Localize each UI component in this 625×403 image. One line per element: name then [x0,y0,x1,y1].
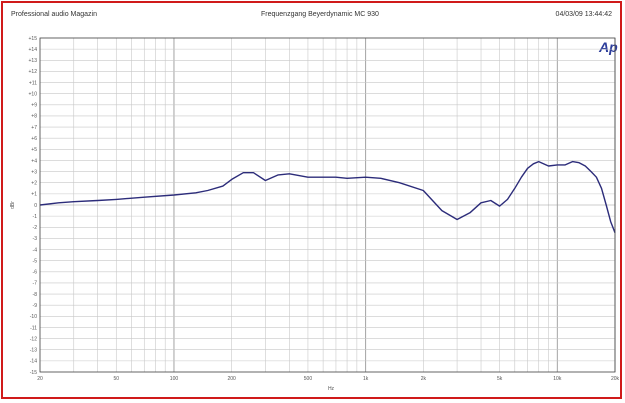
x-tick-labels: 20 50 100 200 500 1k 2k 5k 10k 20k [37,376,619,382]
x-tick-label: 200 [227,376,236,382]
x-tick-label: 20 [37,376,43,382]
x-tick-label: 100 [170,376,179,382]
y-tick-labels: +15+14+13+12+11+10+9+8+7+6+5+4+3+2+10-1-… [29,36,38,376]
y-tick-label: -10 [30,314,37,320]
y-tick-label: -5 [33,258,38,264]
x-tick-label: 10k [553,376,562,382]
y-tick-label: +1 [31,192,37,198]
x-tick-label: 2k [421,376,427,382]
x-axis-label: Hz [328,386,335,392]
y-tick-label: +12 [29,69,38,75]
x-tick-label: 1k [363,376,369,382]
plot-area-border [39,37,616,373]
y-tick-label: -3 [33,236,38,242]
y-tick-label: +5 [31,147,37,153]
y-tick-label: -15 [30,370,37,376]
y-tick-label: -4 [33,247,38,253]
y-tick-label: -11 [30,325,37,331]
y-tick-label: -7 [33,281,38,287]
y-tick-label: +15 [29,36,38,42]
y-tick-label: -6 [33,270,38,276]
y-tick-label: -13 [30,348,37,354]
y-tick-label: +8 [31,114,37,120]
plot-grid [39,37,616,373]
y-tick-label: -1 [33,214,38,220]
y-tick-label: +2 [31,181,37,187]
y-tick-label: -9 [33,303,38,309]
y-tick-label: -8 [33,292,38,298]
y-tick-label: +6 [31,136,37,142]
y-tick-label: +14 [29,47,38,53]
y-tick-label: +9 [31,103,37,109]
header-left-label: Professional audio Magazin [11,11,97,18]
x-tick-label: 50 [113,376,119,382]
y-tick-label: +4 [31,158,37,164]
y-tick-label: +10 [29,91,38,97]
y-tick-label: -14 [30,359,37,365]
y-tick-label: -2 [33,225,38,231]
ap-logo: Ap [599,39,618,55]
x-tick-label: 500 [304,376,313,382]
y-tick-label: +7 [31,125,37,131]
x-tick-label: 20k [611,376,620,382]
x-tick-label: 5k [497,376,503,382]
header-timestamp: 04/03/09 13:44:42 [555,11,612,18]
y-tick-label: -12 [30,336,37,342]
y-tick-label: +13 [29,58,38,64]
y-tick-label: +3 [31,169,37,175]
y-tick-label: +11 [29,80,37,86]
y-tick-label: 0 [34,203,37,209]
y-axis-label: dBr [10,201,16,209]
chart-title: Frequenzgang Beyerdynamic MC 930 [261,11,379,18]
series-line [39,160,616,234]
